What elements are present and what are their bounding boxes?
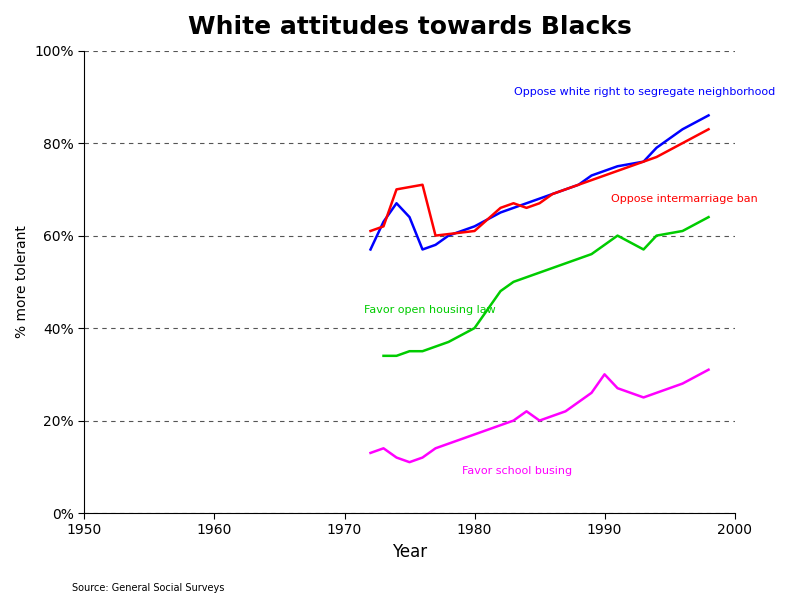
Title: White attitudes towards Blacks: White attitudes towards Blacks bbox=[188, 15, 631, 39]
Text: Source: General Social Surveys: Source: General Social Surveys bbox=[72, 583, 224, 593]
Text: Oppose white right to segregate neighborhood: Oppose white right to segregate neighbor… bbox=[514, 87, 774, 97]
Text: Oppose intermarriage ban: Oppose intermarriage ban bbox=[611, 194, 758, 203]
Text: Favor open housing law: Favor open housing law bbox=[364, 305, 496, 314]
Y-axis label: % more tolerant: % more tolerant bbox=[15, 226, 29, 338]
X-axis label: Year: Year bbox=[392, 543, 427, 561]
Text: Favor school busing: Favor school busing bbox=[462, 466, 572, 476]
